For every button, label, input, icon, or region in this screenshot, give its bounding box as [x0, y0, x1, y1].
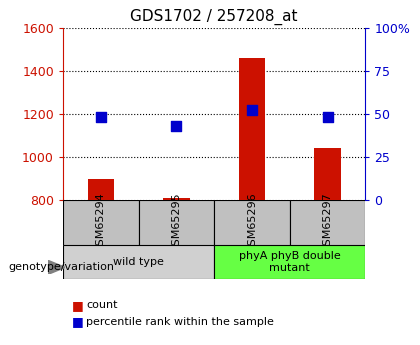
Text: GSM65295: GSM65295	[171, 192, 181, 253]
Point	[97, 115, 104, 120]
Text: percentile rank within the sample: percentile rank within the sample	[86, 317, 274, 327]
Bar	[63, 245, 214, 279]
Point	[173, 123, 180, 129]
Text: GSM65294: GSM65294	[96, 192, 106, 253]
Bar	[214, 245, 365, 279]
Text: genotype/variation: genotype/variation	[8, 263, 114, 272]
Point	[324, 115, 331, 120]
Text: ■: ■	[71, 299, 83, 312]
Text: count: count	[86, 300, 118, 310]
Polygon shape	[48, 260, 65, 274]
Text: phyA phyB double
mutant: phyA phyB double mutant	[239, 252, 341, 273]
Bar	[214, 200, 290, 245]
Bar	[163, 197, 190, 200]
Title: GDS1702 / 257208_at: GDS1702 / 257208_at	[131, 9, 298, 25]
Text: ■: ■	[71, 315, 83, 328]
Text: GSM65296: GSM65296	[247, 192, 257, 253]
Bar	[88, 179, 114, 200]
Bar	[139, 200, 214, 245]
Point	[249, 108, 255, 113]
Bar	[314, 148, 341, 200]
Bar	[239, 58, 265, 200]
Text: wild type: wild type	[113, 257, 164, 267]
Bar	[63, 200, 139, 245]
Bar	[290, 200, 365, 245]
Text: GSM65297: GSM65297	[323, 192, 333, 253]
